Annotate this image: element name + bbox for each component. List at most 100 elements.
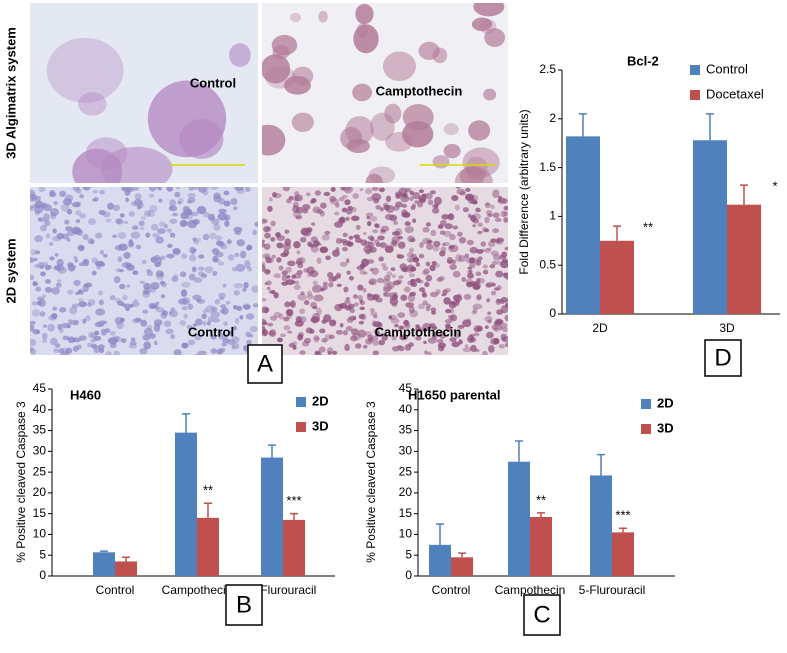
- cell: [453, 294, 463, 302]
- cell: [233, 226, 243, 233]
- cell: [365, 173, 383, 183]
- legend-swatch: [296, 422, 306, 432]
- cell: [150, 223, 159, 231]
- cell: [505, 275, 508, 281]
- cell: [37, 262, 44, 269]
- cell: [398, 325, 405, 330]
- y-tick-label: 40: [33, 402, 47, 416]
- cell: [426, 240, 433, 244]
- cell: [390, 267, 396, 272]
- cell: [43, 213, 50, 222]
- cell: [263, 225, 270, 233]
- cell: [262, 297, 267, 302]
- cell: [452, 270, 461, 278]
- cell: [357, 284, 364, 291]
- cell: [300, 291, 305, 296]
- cell: [278, 265, 284, 271]
- cell: [286, 198, 292, 204]
- cell: [134, 198, 143, 205]
- cell: [491, 282, 496, 287]
- cell: [296, 250, 301, 255]
- bar: [600, 240, 634, 314]
- cell: [44, 286, 53, 293]
- cell: [128, 239, 133, 243]
- cell: [231, 267, 237, 272]
- cell: [245, 331, 252, 338]
- cell: [383, 204, 390, 211]
- cell: [348, 275, 354, 281]
- cell: [367, 334, 374, 340]
- cell: [114, 245, 123, 251]
- y-tick-label: 20: [399, 485, 413, 499]
- cell: [297, 256, 306, 264]
- cell: [306, 290, 313, 296]
- cell: [335, 247, 340, 252]
- bar: [197, 517, 219, 576]
- cell: [42, 324, 48, 328]
- cell: [160, 312, 168, 320]
- cell: [114, 316, 124, 325]
- cell: [187, 197, 196, 204]
- cell: [412, 218, 417, 224]
- cell: [60, 204, 70, 212]
- cell: [496, 260, 501, 265]
- cell: [212, 270, 218, 277]
- cell: [495, 239, 501, 244]
- cell: [406, 265, 415, 273]
- cell: [183, 313, 188, 319]
- cell: [180, 211, 189, 220]
- cell: [315, 307, 322, 316]
- cell: [34, 250, 41, 255]
- cell: [320, 202, 327, 209]
- cell: [115, 218, 124, 225]
- cell: [155, 236, 164, 244]
- cell: [171, 212, 177, 217]
- cell: [319, 328, 326, 334]
- cell: [166, 187, 174, 192]
- cell: [459, 166, 485, 183]
- cell: [461, 276, 466, 283]
- cell: [475, 207, 481, 213]
- cell: [82, 258, 90, 267]
- cell: [476, 294, 482, 301]
- cell: [187, 303, 193, 311]
- cell: [52, 306, 58, 311]
- cell: [372, 340, 380, 346]
- cell: [244, 187, 251, 192]
- cell: [119, 213, 125, 218]
- cell: [169, 199, 176, 208]
- cell: [419, 287, 426, 292]
- cell: [501, 337, 507, 342]
- cell: [342, 232, 348, 238]
- cell: [339, 261, 348, 267]
- cell: [135, 244, 142, 250]
- cell: [493, 287, 500, 291]
- cell: [408, 273, 415, 278]
- cell: [49, 208, 60, 217]
- cell: [433, 204, 439, 209]
- cell: [297, 334, 304, 341]
- cell: [209, 216, 216, 222]
- annotation: **: [203, 483, 213, 498]
- cell: [187, 192, 196, 199]
- cell: [79, 194, 85, 199]
- bar: [261, 457, 283, 576]
- legend-swatch: [641, 424, 651, 434]
- cell: [128, 343, 137, 349]
- cell: [242, 345, 249, 351]
- cell: [283, 75, 311, 95]
- cell: [41, 332, 48, 340]
- cell: [136, 205, 142, 210]
- cell: [490, 250, 499, 256]
- cell: [484, 216, 490, 224]
- cell: [446, 259, 453, 264]
- cell: [387, 281, 395, 289]
- cell: [377, 322, 383, 329]
- cell: [447, 315, 453, 319]
- cell: [35, 286, 42, 292]
- error-bar: [458, 552, 466, 558]
- cell: [59, 307, 67, 313]
- cell: [393, 292, 398, 297]
- cell: [342, 241, 349, 246]
- annotation: **: [643, 220, 653, 235]
